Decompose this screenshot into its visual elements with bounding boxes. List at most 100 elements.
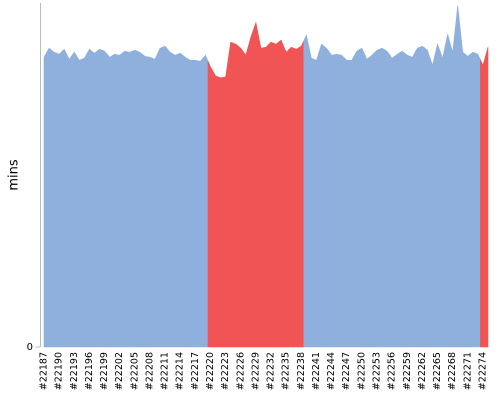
area-segment	[379, 47, 385, 348]
area-segment	[172, 53, 179, 348]
area-segment	[177, 52, 184, 348]
area-segment	[268, 41, 274, 348]
area-segment	[131, 49, 138, 348]
x-tick-label: #22262	[417, 352, 428, 390]
area-segment	[353, 49, 360, 348]
area-segment	[56, 50, 62, 348]
x-tick-label: #22268	[447, 352, 458, 390]
x-tick-label: #22274	[477, 352, 488, 390]
area-segment	[409, 51, 416, 348]
area-segment	[207, 60, 214, 348]
area-segment	[242, 46, 249, 348]
area-segment	[374, 48, 380, 348]
area-segment	[197, 57, 204, 348]
area-segment	[293, 47, 300, 348]
area-segment	[364, 53, 370, 348]
area-segment	[142, 53, 148, 348]
area-segment	[399, 50, 406, 348]
area-segment	[111, 53, 118, 348]
area-segment	[348, 54, 355, 348]
area-segment	[429, 54, 436, 348]
x-tick-label: #22223	[220, 352, 231, 390]
area-segment	[464, 53, 471, 348]
x-tick-label: #22241	[311, 352, 322, 390]
area-segment	[444, 34, 451, 348]
area-segment	[439, 46, 446, 348]
area-segment	[459, 28, 466, 348]
x-tick-label: #22211	[160, 352, 171, 390]
x-tick-label: #22226	[235, 352, 246, 390]
area-segment	[414, 46, 421, 348]
area-segment	[71, 51, 78, 348]
area-segment	[434, 43, 441, 348]
area-segment	[323, 45, 330, 348]
area-segment	[96, 48, 103, 348]
area-segment	[343, 57, 350, 348]
area-segment	[263, 43, 269, 348]
x-tick-label: #22199	[99, 352, 110, 390]
area-segment	[475, 52, 481, 348]
area-segment	[212, 70, 219, 348]
area-segment	[449, 28, 456, 348]
area-segment	[147, 56, 153, 348]
area-segment	[273, 41, 279, 348]
area-segment	[106, 53, 113, 348]
area-segment	[359, 47, 365, 348]
area-segment	[152, 53, 158, 348]
area-segment	[227, 41, 234, 348]
area-segment	[116, 52, 123, 348]
x-tick-label: #22247	[341, 352, 352, 390]
area-segment	[192, 59, 199, 348]
area-segment	[217, 76, 224, 348]
area-segment	[51, 49, 57, 348]
x-tick-label: #22217	[190, 352, 201, 390]
x-tick-label: #22238	[296, 352, 307, 390]
y-tick-label: 0	[27, 342, 33, 353]
area-segment	[480, 56, 486, 348]
area-segment	[253, 21, 259, 348]
area-segment	[338, 54, 345, 348]
area-segment	[61, 48, 68, 348]
area-segment	[470, 51, 476, 348]
area-segment	[101, 49, 108, 348]
area-segment	[384, 49, 390, 348]
area-segment	[454, 5, 461, 348]
area-segment	[288, 46, 295, 348]
area-segment	[248, 29, 254, 348]
x-tick-label: #22214	[175, 352, 186, 390]
area-segment	[202, 54, 209, 348]
x-tick-label: #22202	[114, 352, 125, 390]
area-segment	[157, 46, 163, 348]
area-segment	[237, 45, 244, 348]
area-segment	[333, 53, 340, 348]
area-segment	[424, 47, 431, 348]
area-segment	[283, 46, 290, 348]
x-tick-label: #22187	[39, 352, 50, 390]
area-segment	[419, 45, 426, 348]
area-segment	[232, 42, 239, 348]
x-tick-label: #22256	[387, 352, 398, 390]
area-segment	[394, 52, 401, 348]
area-segment	[162, 45, 168, 348]
area-segment	[404, 52, 411, 348]
area-segment	[222, 59, 229, 348]
area-segment	[328, 50, 335, 348]
area-segment	[137, 50, 143, 348]
area-segment	[182, 54, 189, 348]
x-tick-label: #22193	[69, 352, 80, 390]
x-tick-label: #22250	[356, 352, 367, 390]
area-segment	[167, 48, 173, 348]
x-tick-label: #22271	[462, 352, 473, 390]
x-tick-label: #22220	[205, 352, 216, 390]
x-tick-label: #22208	[144, 352, 155, 390]
area-segment	[318, 43, 325, 348]
area-segment	[46, 47, 52, 348]
x-tick-label: #22259	[402, 352, 413, 390]
area-segment	[258, 35, 264, 348]
area-segment	[278, 39, 284, 348]
area-segment	[76, 55, 83, 348]
area-segment	[91, 50, 98, 348]
x-tick-label: #22265	[432, 352, 443, 390]
area-segment	[43, 51, 47, 348]
